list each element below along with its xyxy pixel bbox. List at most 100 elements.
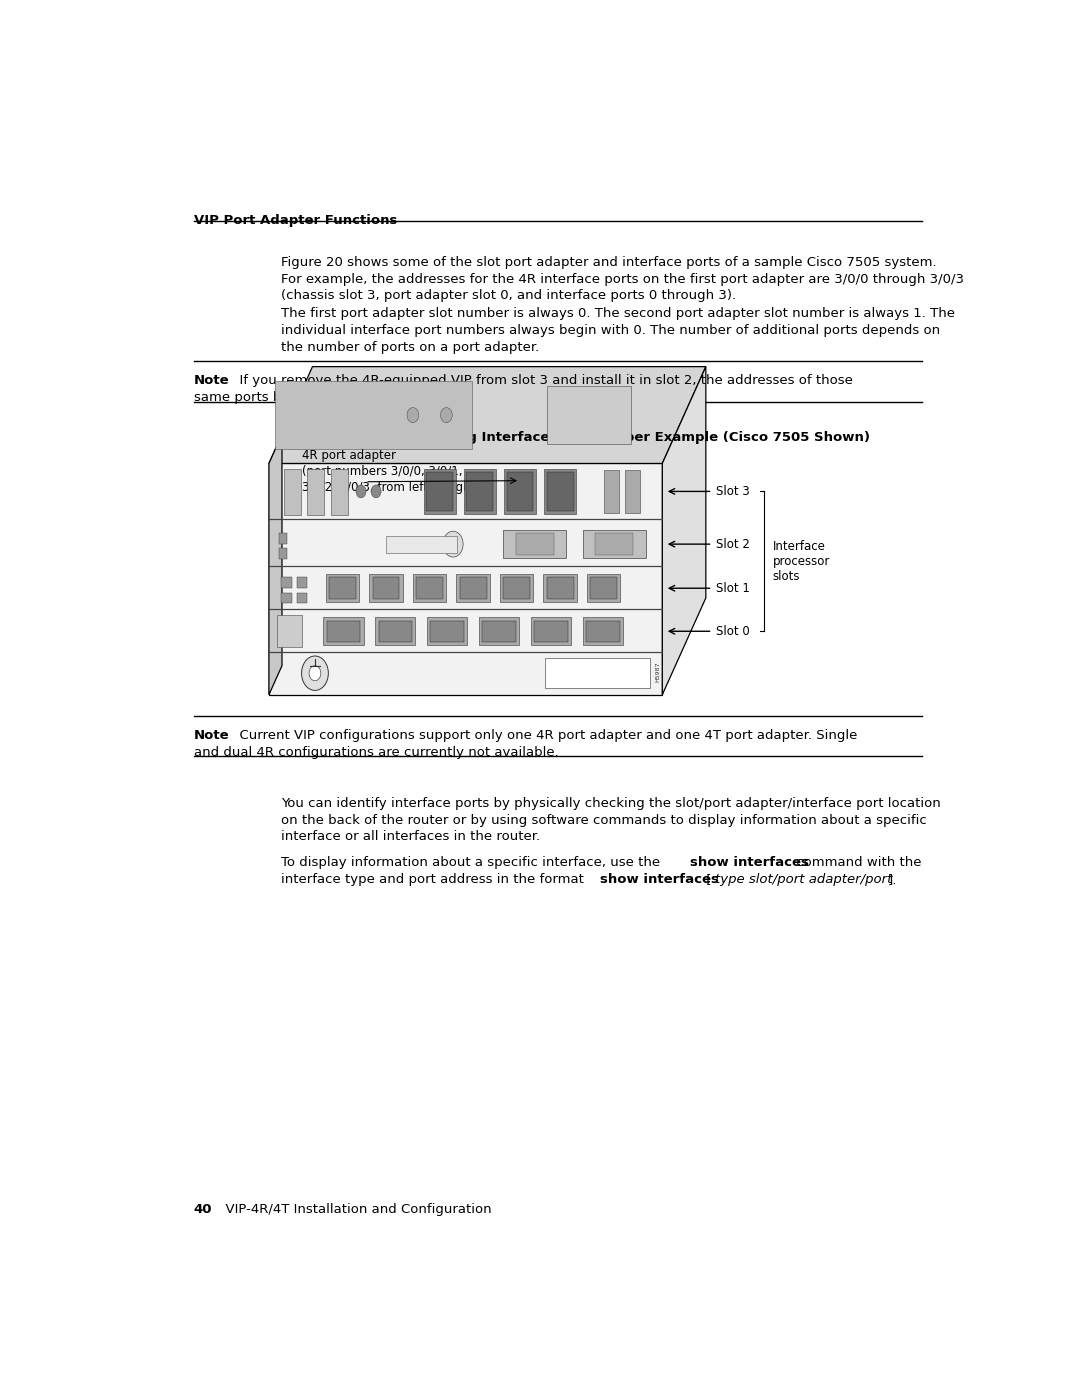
- Circle shape: [356, 485, 366, 497]
- Text: on the back of the router or by using software commands to display information a: on the back of the router or by using so…: [282, 813, 928, 827]
- Text: Slot 2: Slot 2: [716, 538, 750, 550]
- Polygon shape: [413, 574, 446, 602]
- Polygon shape: [483, 620, 516, 643]
- Text: VIP Port Adapter Functions: VIP Port Adapter Functions: [193, 214, 397, 226]
- Polygon shape: [308, 469, 324, 515]
- Polygon shape: [591, 577, 617, 599]
- Text: individual interface port numbers always begin with 0. The number of additional : individual interface port numbers always…: [282, 324, 941, 337]
- Polygon shape: [546, 577, 573, 599]
- Polygon shape: [480, 617, 519, 645]
- Polygon shape: [543, 574, 577, 602]
- Polygon shape: [500, 574, 534, 602]
- Polygon shape: [373, 577, 400, 599]
- Polygon shape: [604, 469, 619, 513]
- Polygon shape: [423, 469, 456, 514]
- Polygon shape: [531, 617, 571, 645]
- Polygon shape: [282, 577, 292, 588]
- Text: Note: Note: [193, 729, 229, 742]
- Text: Interface
processor
slots: Interface processor slots: [773, 539, 831, 583]
- Circle shape: [407, 408, 419, 422]
- Polygon shape: [624, 469, 639, 513]
- Polygon shape: [535, 620, 568, 643]
- Text: (port numbers 3/0/0, 3/0/1,: (port numbers 3/0/0, 3/0/1,: [302, 465, 463, 478]
- Text: 40: 40: [193, 1203, 212, 1217]
- Polygon shape: [297, 577, 307, 588]
- Polygon shape: [503, 577, 530, 599]
- Polygon shape: [275, 381, 472, 448]
- Polygon shape: [269, 366, 706, 464]
- Polygon shape: [387, 535, 457, 553]
- Polygon shape: [662, 366, 706, 694]
- Polygon shape: [460, 577, 486, 599]
- Text: interface or all interfaces in the router.: interface or all interfaces in the route…: [282, 830, 541, 844]
- Text: [: [: [702, 873, 711, 886]
- Polygon shape: [282, 592, 292, 604]
- Polygon shape: [464, 469, 496, 514]
- Text: Current VIP configurations support only one 4R port adapter and one 4T port adap: Current VIP configurations support only …: [231, 729, 858, 742]
- Text: You can identify interface ports by physically checking the slot/port adapter/in: You can identify interface ports by phys…: [282, 796, 942, 810]
- Polygon shape: [269, 434, 282, 694]
- Text: and dual 4R configurations are currently not available.: and dual 4R configurations are currently…: [193, 746, 558, 759]
- Polygon shape: [326, 574, 360, 602]
- Polygon shape: [595, 534, 633, 555]
- Polygon shape: [279, 549, 287, 559]
- Polygon shape: [586, 620, 620, 643]
- Polygon shape: [503, 529, 566, 559]
- Circle shape: [441, 408, 453, 422]
- Polygon shape: [326, 620, 360, 643]
- Polygon shape: [279, 534, 287, 545]
- Polygon shape: [431, 620, 464, 643]
- Text: command with the: command with the: [792, 856, 921, 869]
- Polygon shape: [416, 577, 443, 599]
- Text: 3/0/2, 3/0/3, from left to right): 3/0/2, 3/0/3, from left to right): [302, 482, 481, 495]
- Polygon shape: [369, 574, 403, 602]
- Circle shape: [443, 531, 463, 557]
- Text: For example, the addresses for the 4R interface ports on the first port adapter : For example, the addresses for the 4R in…: [282, 272, 964, 285]
- Text: Slot 0: Slot 0: [716, 624, 750, 638]
- Text: (chassis slot 3, port adapter slot 0, and interface ports 0 through 3).: (chassis slot 3, port adapter slot 0, an…: [282, 289, 737, 302]
- Text: show interfaces: show interfaces: [599, 873, 718, 886]
- Polygon shape: [583, 529, 646, 559]
- Text: Slot 1: Slot 1: [716, 581, 750, 595]
- Text: Slot 3: Slot 3: [716, 485, 750, 497]
- Polygon shape: [323, 617, 364, 645]
- Polygon shape: [583, 617, 623, 645]
- Polygon shape: [507, 472, 534, 511]
- Polygon shape: [546, 386, 631, 444]
- Polygon shape: [427, 617, 468, 645]
- Polygon shape: [269, 464, 662, 694]
- Polygon shape: [546, 472, 573, 511]
- Polygon shape: [504, 469, 536, 514]
- Polygon shape: [297, 592, 307, 604]
- Text: Figure 20 shows some of the slot port adapter and interface ports of a sample Ci: Figure 20 shows some of the slot port ad…: [282, 256, 937, 268]
- Circle shape: [309, 666, 321, 680]
- Polygon shape: [284, 469, 300, 515]
- Text: If you remove the 4R-equipped VIP from slot 3 and install it in slot 2, the addr: If you remove the 4R-equipped VIP from s…: [231, 374, 853, 387]
- Text: the number of ports on a port adapter.: the number of ports on a port adapter.: [282, 341, 540, 353]
- Polygon shape: [330, 469, 348, 515]
- Polygon shape: [329, 577, 356, 599]
- Text: To display information about a specific interface, use the: To display information about a specific …: [282, 856, 665, 869]
- Text: H5987: H5987: [656, 661, 661, 682]
- Polygon shape: [467, 472, 494, 511]
- Text: Figure 20    4R Token Ring Interface Port Number Example (Cisco 7505 Shown): Figure 20 4R Token Ring Interface Port N…: [282, 432, 870, 444]
- Text: ].: ].: [888, 873, 896, 886]
- Circle shape: [372, 485, 381, 497]
- Text: type slot/port adapter/port: type slot/port adapter/port: [715, 873, 892, 886]
- Polygon shape: [427, 472, 454, 511]
- Polygon shape: [457, 574, 490, 602]
- Text: VIP-4R/4T Installation and Configuration: VIP-4R/4T Installation and Configuration: [217, 1203, 491, 1217]
- Polygon shape: [544, 469, 576, 514]
- Polygon shape: [516, 534, 554, 555]
- Text: 4R port adapter: 4R port adapter: [302, 450, 396, 462]
- Polygon shape: [375, 617, 416, 645]
- Polygon shape: [379, 620, 413, 643]
- Text: same ports become 2/0/0 through 2/0/3.: same ports become 2/0/0 through 2/0/3.: [193, 391, 464, 404]
- Text: The first port adapter slot number is always 0. The second port adapter slot num: The first port adapter slot number is al…: [282, 307, 956, 320]
- Polygon shape: [545, 658, 650, 689]
- Circle shape: [301, 657, 328, 690]
- Text: show interfaces: show interfaces: [690, 856, 809, 869]
- Polygon shape: [278, 615, 302, 647]
- Text: interface type and port address in the format: interface type and port address in the f…: [282, 873, 589, 886]
- Text: Note: Note: [193, 374, 229, 387]
